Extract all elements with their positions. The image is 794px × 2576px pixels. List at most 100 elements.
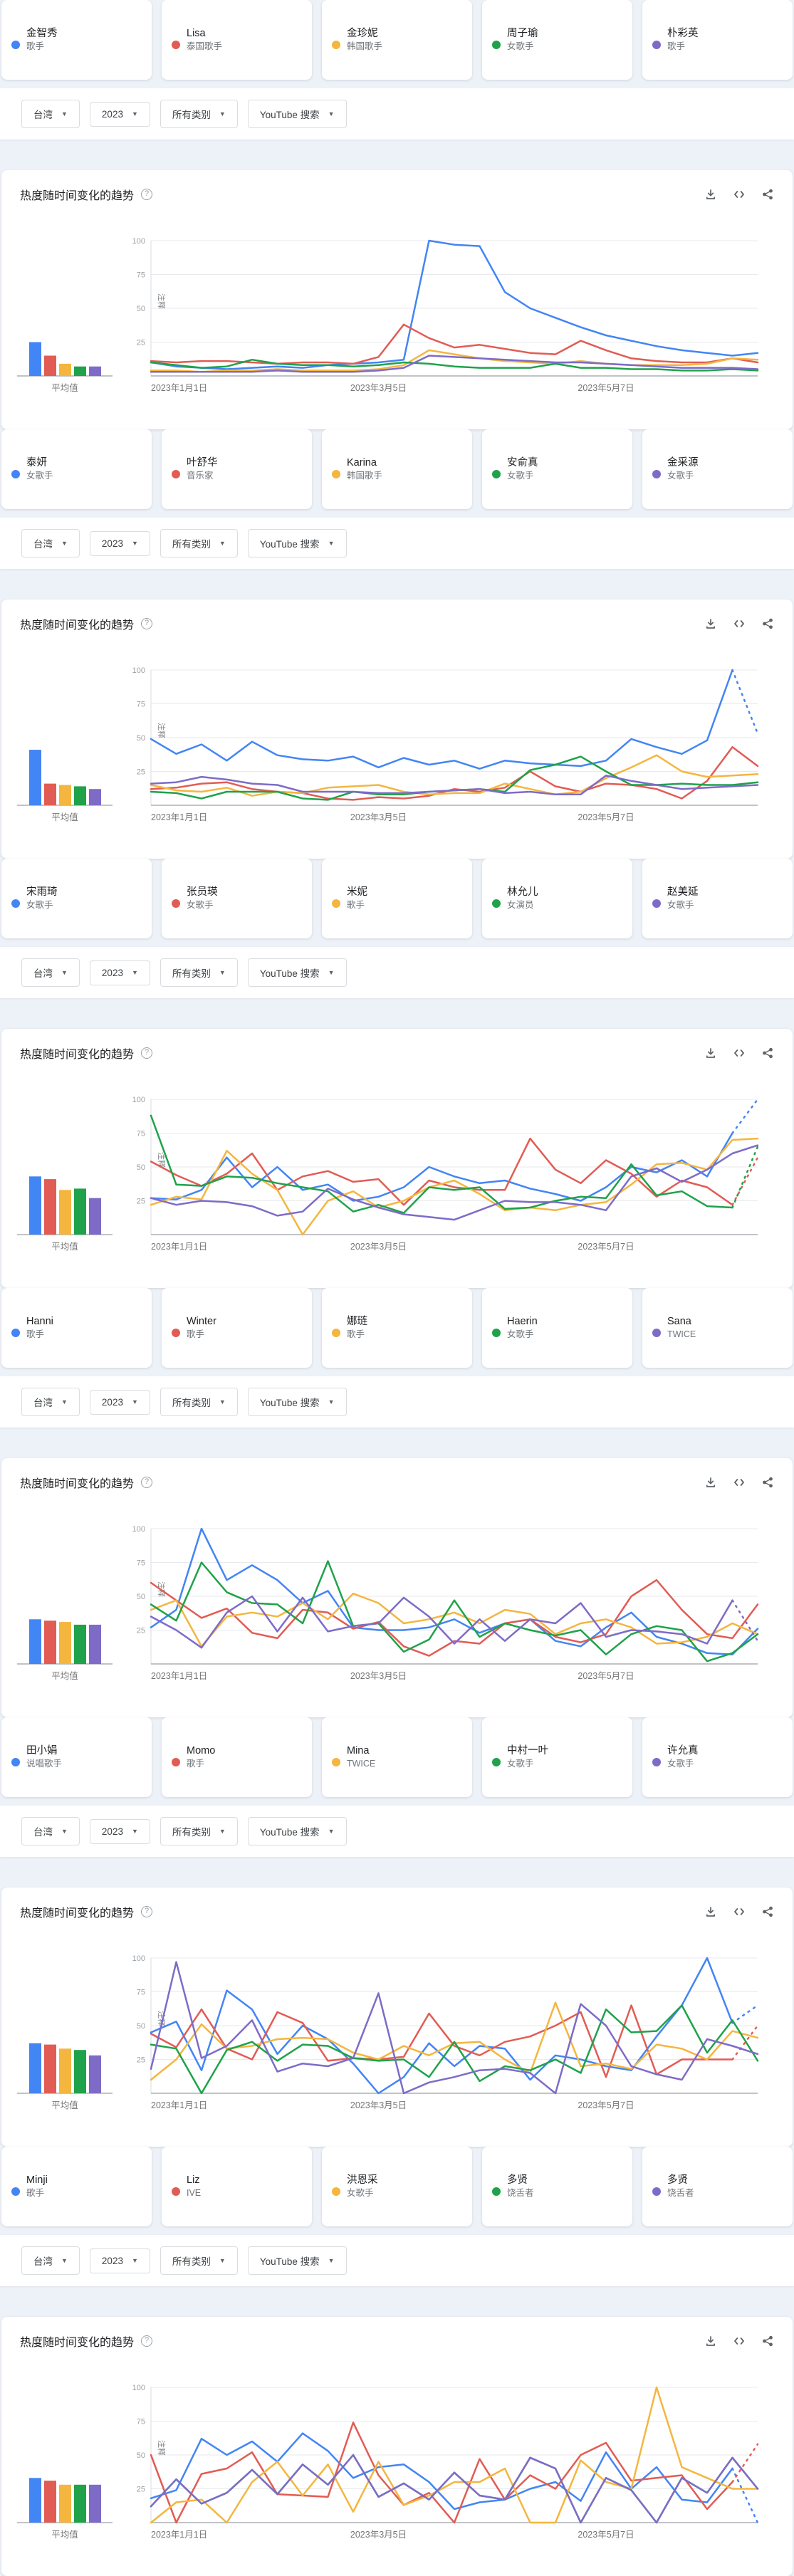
download-icon[interactable]: [704, 1047, 717, 1059]
entity-card[interactable]: Sana TWICE: [642, 1288, 793, 1368]
search-type-filter[interactable]: YouTube 搜索 ▼: [247, 2246, 347, 2275]
search-type-filter[interactable]: YouTube 搜索 ▼: [247, 529, 347, 557]
svg-text:2023年3月5日: 2023年3月5日: [350, 812, 407, 822]
entity-card[interactable]: Momo 歌手: [162, 1717, 312, 1797]
search-type-filter[interactable]: YouTube 搜索 ▼: [247, 1817, 347, 1845]
embed-icon[interactable]: [733, 1047, 746, 1059]
entity-card[interactable]: 中村一叶 女歌手: [482, 1717, 632, 1797]
time-range-filter[interactable]: 2023 ▼: [89, 960, 150, 985]
entity-subtitle: 音乐家: [187, 471, 214, 481]
entity-card[interactable]: 宋雨琦 女歌手: [1, 859, 152, 938]
entity-card[interactable]: Mina TWICE: [322, 1717, 472, 1797]
share-icon[interactable]: [761, 1476, 774, 1489]
search-type-filter[interactable]: YouTube 搜索 ▼: [247, 100, 347, 128]
embed-icon[interactable]: [733, 617, 746, 630]
time-range-filter[interactable]: 2023 ▼: [89, 1389, 150, 1415]
region-filter[interactable]: 台湾 ▼: [21, 958, 80, 987]
entity-card[interactable]: 叶舒华 音乐家: [162, 429, 312, 509]
entity-card[interactable]: 朴彩英 歌手: [642, 0, 793, 80]
entity-card[interactable]: Winter 歌手: [162, 1288, 312, 1368]
entity-card[interactable]: Lisa 泰国歌手: [162, 0, 312, 80]
help-icon[interactable]: ?: [141, 618, 153, 629]
entity-card[interactable]: Haerin 女歌手: [482, 1288, 632, 1368]
embed-icon[interactable]: [733, 1476, 746, 1489]
region-filter-label: 台湾: [33, 1827, 53, 1838]
entity-name: 林允儿: [507, 886, 538, 898]
entity-name: 洪恩采: [347, 2174, 378, 2186]
download-icon[interactable]: [704, 188, 717, 201]
chevron-down-icon: ▼: [131, 110, 138, 117]
entity-card[interactable]: 多贤 饶舌者: [482, 2147, 632, 2226]
time-range-filter[interactable]: 2023 ▼: [89, 101, 150, 127]
entity-card[interactable]: 林允儿 女演员: [482, 859, 632, 938]
entity-card[interactable]: 安俞真 女歌手: [482, 429, 632, 509]
entity-card[interactable]: 周子瑜 女歌手: [482, 0, 632, 80]
help-icon[interactable]: ?: [141, 1906, 153, 1917]
chevron-down-icon: ▼: [131, 1828, 138, 1835]
help-icon[interactable]: ?: [141, 1477, 153, 1488]
entity-card[interactable]: 米妮 歌手: [322, 859, 472, 938]
share-icon[interactable]: [761, 617, 774, 630]
help-icon[interactable]: ?: [141, 2335, 153, 2347]
time-range-filter-label: 2023: [101, 967, 123, 978]
search-type-filter-label: YouTube 搜索: [259, 968, 320, 979]
entity-card[interactable]: 金智秀 歌手: [1, 0, 152, 80]
svg-text:25: 25: [137, 2486, 145, 2494]
embed-icon[interactable]: [733, 188, 746, 201]
series-color-dot: [652, 1329, 661, 1337]
search-type-filter[interactable]: YouTube 搜索 ▼: [247, 1388, 347, 1416]
share-icon[interactable]: [761, 2335, 774, 2347]
entity-card[interactable]: 泰妍 女歌手: [1, 429, 152, 509]
download-icon[interactable]: [704, 1476, 717, 1489]
download-icon[interactable]: [704, 1905, 717, 1918]
average-bars-chart: 平均值: [17, 1619, 113, 1681]
entity-card[interactable]: 田小娟 说唱歌手: [1, 1717, 152, 1797]
share-icon[interactable]: [761, 1047, 774, 1059]
time-range-filter[interactable]: 2023 ▼: [89, 1818, 150, 1844]
region-filter[interactable]: 台湾 ▼: [21, 1388, 80, 1416]
entity-card[interactable]: Liz IVE: [162, 2147, 312, 2226]
share-icon[interactable]: [761, 188, 774, 201]
help-icon[interactable]: ?: [141, 1047, 153, 1059]
entity-card[interactable]: Karina 韩国歌手: [322, 429, 472, 509]
time-range-filter[interactable]: 2023 ▼: [89, 530, 150, 556]
category-filter[interactable]: 所有类别 ▼: [160, 529, 238, 557]
entity-card[interactable]: Minji 歌手: [1, 2147, 152, 2226]
entity-card[interactable]: Hanni 歌手: [1, 1288, 152, 1368]
svg-text:平均值: 平均值: [51, 1241, 78, 1252]
region-filter[interactable]: 台湾 ▼: [21, 100, 80, 128]
entity-card[interactable]: 赵美延 女歌手: [642, 859, 793, 938]
entity-card[interactable]: 张员瑛 女歌手: [162, 859, 312, 938]
category-filter[interactable]: 所有类别 ▼: [160, 958, 238, 987]
entity-card[interactable]: 许允真 女歌手: [642, 1717, 793, 1797]
share-icon[interactable]: [761, 1905, 774, 1918]
category-filter[interactable]: 所有类别 ▼: [160, 1817, 238, 1845]
region-filter[interactable]: 台湾 ▼: [21, 2246, 80, 2275]
download-icon[interactable]: [704, 617, 717, 630]
search-type-filter[interactable]: YouTube 搜索 ▼: [247, 958, 347, 987]
entity-card[interactable]: 洪恩采 女歌手: [322, 2147, 472, 2226]
entity-card[interactable]: 娜琏 歌手: [322, 1288, 472, 1368]
region-filter[interactable]: 台湾 ▼: [21, 529, 80, 557]
trend-section: 田小娟 说唱歌手 Momo 歌手 Mina TWICE: [0, 1717, 794, 2147]
region-filter[interactable]: 台湾 ▼: [21, 1817, 80, 1845]
svg-text:100: 100: [132, 1954, 145, 1963]
entity-card[interactable]: 金珍妮 韩国歌手: [322, 0, 472, 80]
category-filter[interactable]: 所有类别 ▼: [160, 1388, 238, 1416]
help-icon[interactable]: ?: [141, 189, 153, 200]
embed-icon[interactable]: [733, 1905, 746, 1918]
entity-card[interactable]: 多贤 饶舌者: [642, 2147, 793, 2226]
embed-icon[interactable]: [733, 2335, 746, 2347]
download-icon[interactable]: [704, 2335, 717, 2347]
entity-card[interactable]: 金采源 女歌手: [642, 429, 793, 509]
chevron-down-icon: ▼: [61, 110, 68, 117]
category-filter[interactable]: 所有类别 ▼: [160, 2246, 238, 2275]
time-range-filter[interactable]: 2023 ▼: [89, 2248, 150, 2273]
category-filter[interactable]: 所有类别 ▼: [160, 100, 238, 128]
